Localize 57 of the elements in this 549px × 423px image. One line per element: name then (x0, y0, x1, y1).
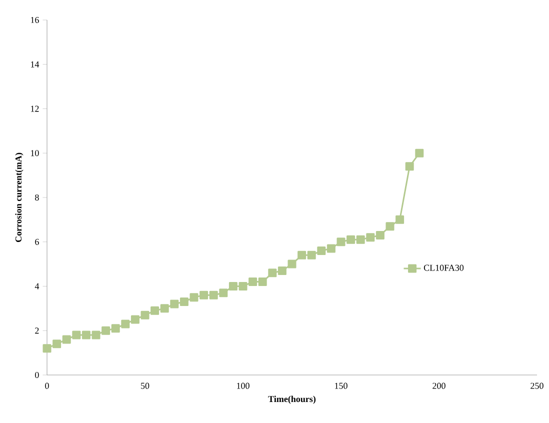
y-tick-label: 4 (34, 283, 40, 290)
x-tick-label: 50 (141, 382, 150, 389)
point (121, 320, 130, 328)
point (326, 244, 336, 253)
point (268, 268, 277, 278)
point (190, 293, 198, 302)
point (415, 148, 424, 158)
y-tick-label: 0 (35, 372, 39, 378)
point (288, 260, 296, 268)
point (170, 300, 179, 308)
x-tick-label: 0 (45, 382, 49, 389)
y-tick-label: 8 (35, 194, 39, 201)
point (405, 162, 414, 171)
point (258, 278, 267, 286)
point (376, 230, 384, 240)
point (72, 330, 81, 340)
point (238, 282, 248, 290)
point (52, 340, 62, 348)
x-tick-label: 150 (335, 382, 348, 389)
point (396, 215, 404, 224)
point (160, 304, 169, 313)
y-tick-label: 14 (30, 61, 40, 68)
y-axis-title: Corrosion current(mA) (15, 152, 24, 242)
point (209, 290, 218, 300)
point (356, 235, 365, 244)
x-axis-title: Time(hours) (268, 396, 316, 404)
point (102, 326, 110, 335)
point (111, 324, 120, 333)
point (386, 222, 394, 231)
y-tick-label: 10 (30, 150, 39, 156)
y-tick-label: 16 (30, 16, 39, 24)
point (200, 290, 208, 300)
legend-label: CL10FA30 (424, 264, 464, 271)
point (307, 250, 316, 260)
point (62, 335, 71, 344)
x-tick-label: 200 (432, 382, 446, 389)
y-tick-label: 2 (35, 328, 39, 334)
point (130, 315, 140, 324)
y-tick-label: 6 (35, 238, 39, 245)
point (82, 330, 90, 340)
point (317, 246, 326, 255)
x-tick-label: 250 (530, 382, 544, 389)
point (42, 344, 52, 353)
point (346, 235, 356, 244)
point (366, 233, 375, 242)
y-tick-label: 12 (30, 106, 39, 112)
point (150, 306, 160, 315)
point (336, 238, 346, 246)
point (298, 250, 306, 260)
point (92, 330, 100, 340)
point (219, 288, 228, 298)
point (180, 298, 188, 306)
point (248, 278, 258, 286)
point (278, 266, 286, 275)
point (228, 282, 238, 290)
point (140, 310, 150, 320)
x-tick-label: 100 (237, 382, 250, 389)
